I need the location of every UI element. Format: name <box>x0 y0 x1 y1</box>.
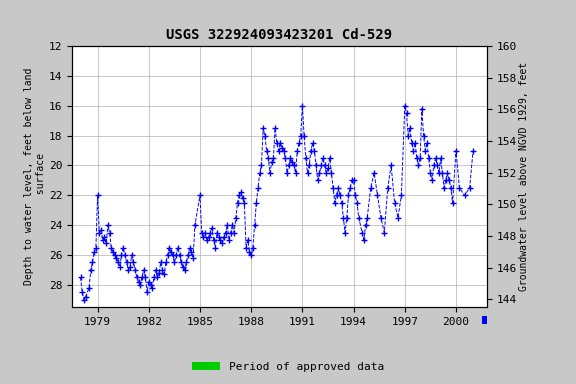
Legend: Period of approved data: Period of approved data <box>188 358 388 377</box>
Y-axis label: Groundwater level above NGVD 1929, feet: Groundwater level above NGVD 1929, feet <box>520 62 529 291</box>
Y-axis label: Depth to water level, feet below land
 surface: Depth to water level, feet below land su… <box>24 68 46 285</box>
Title: USGS 322924093423201 Cd-529: USGS 322924093423201 Cd-529 <box>166 28 392 42</box>
Bar <box>482 316 487 324</box>
